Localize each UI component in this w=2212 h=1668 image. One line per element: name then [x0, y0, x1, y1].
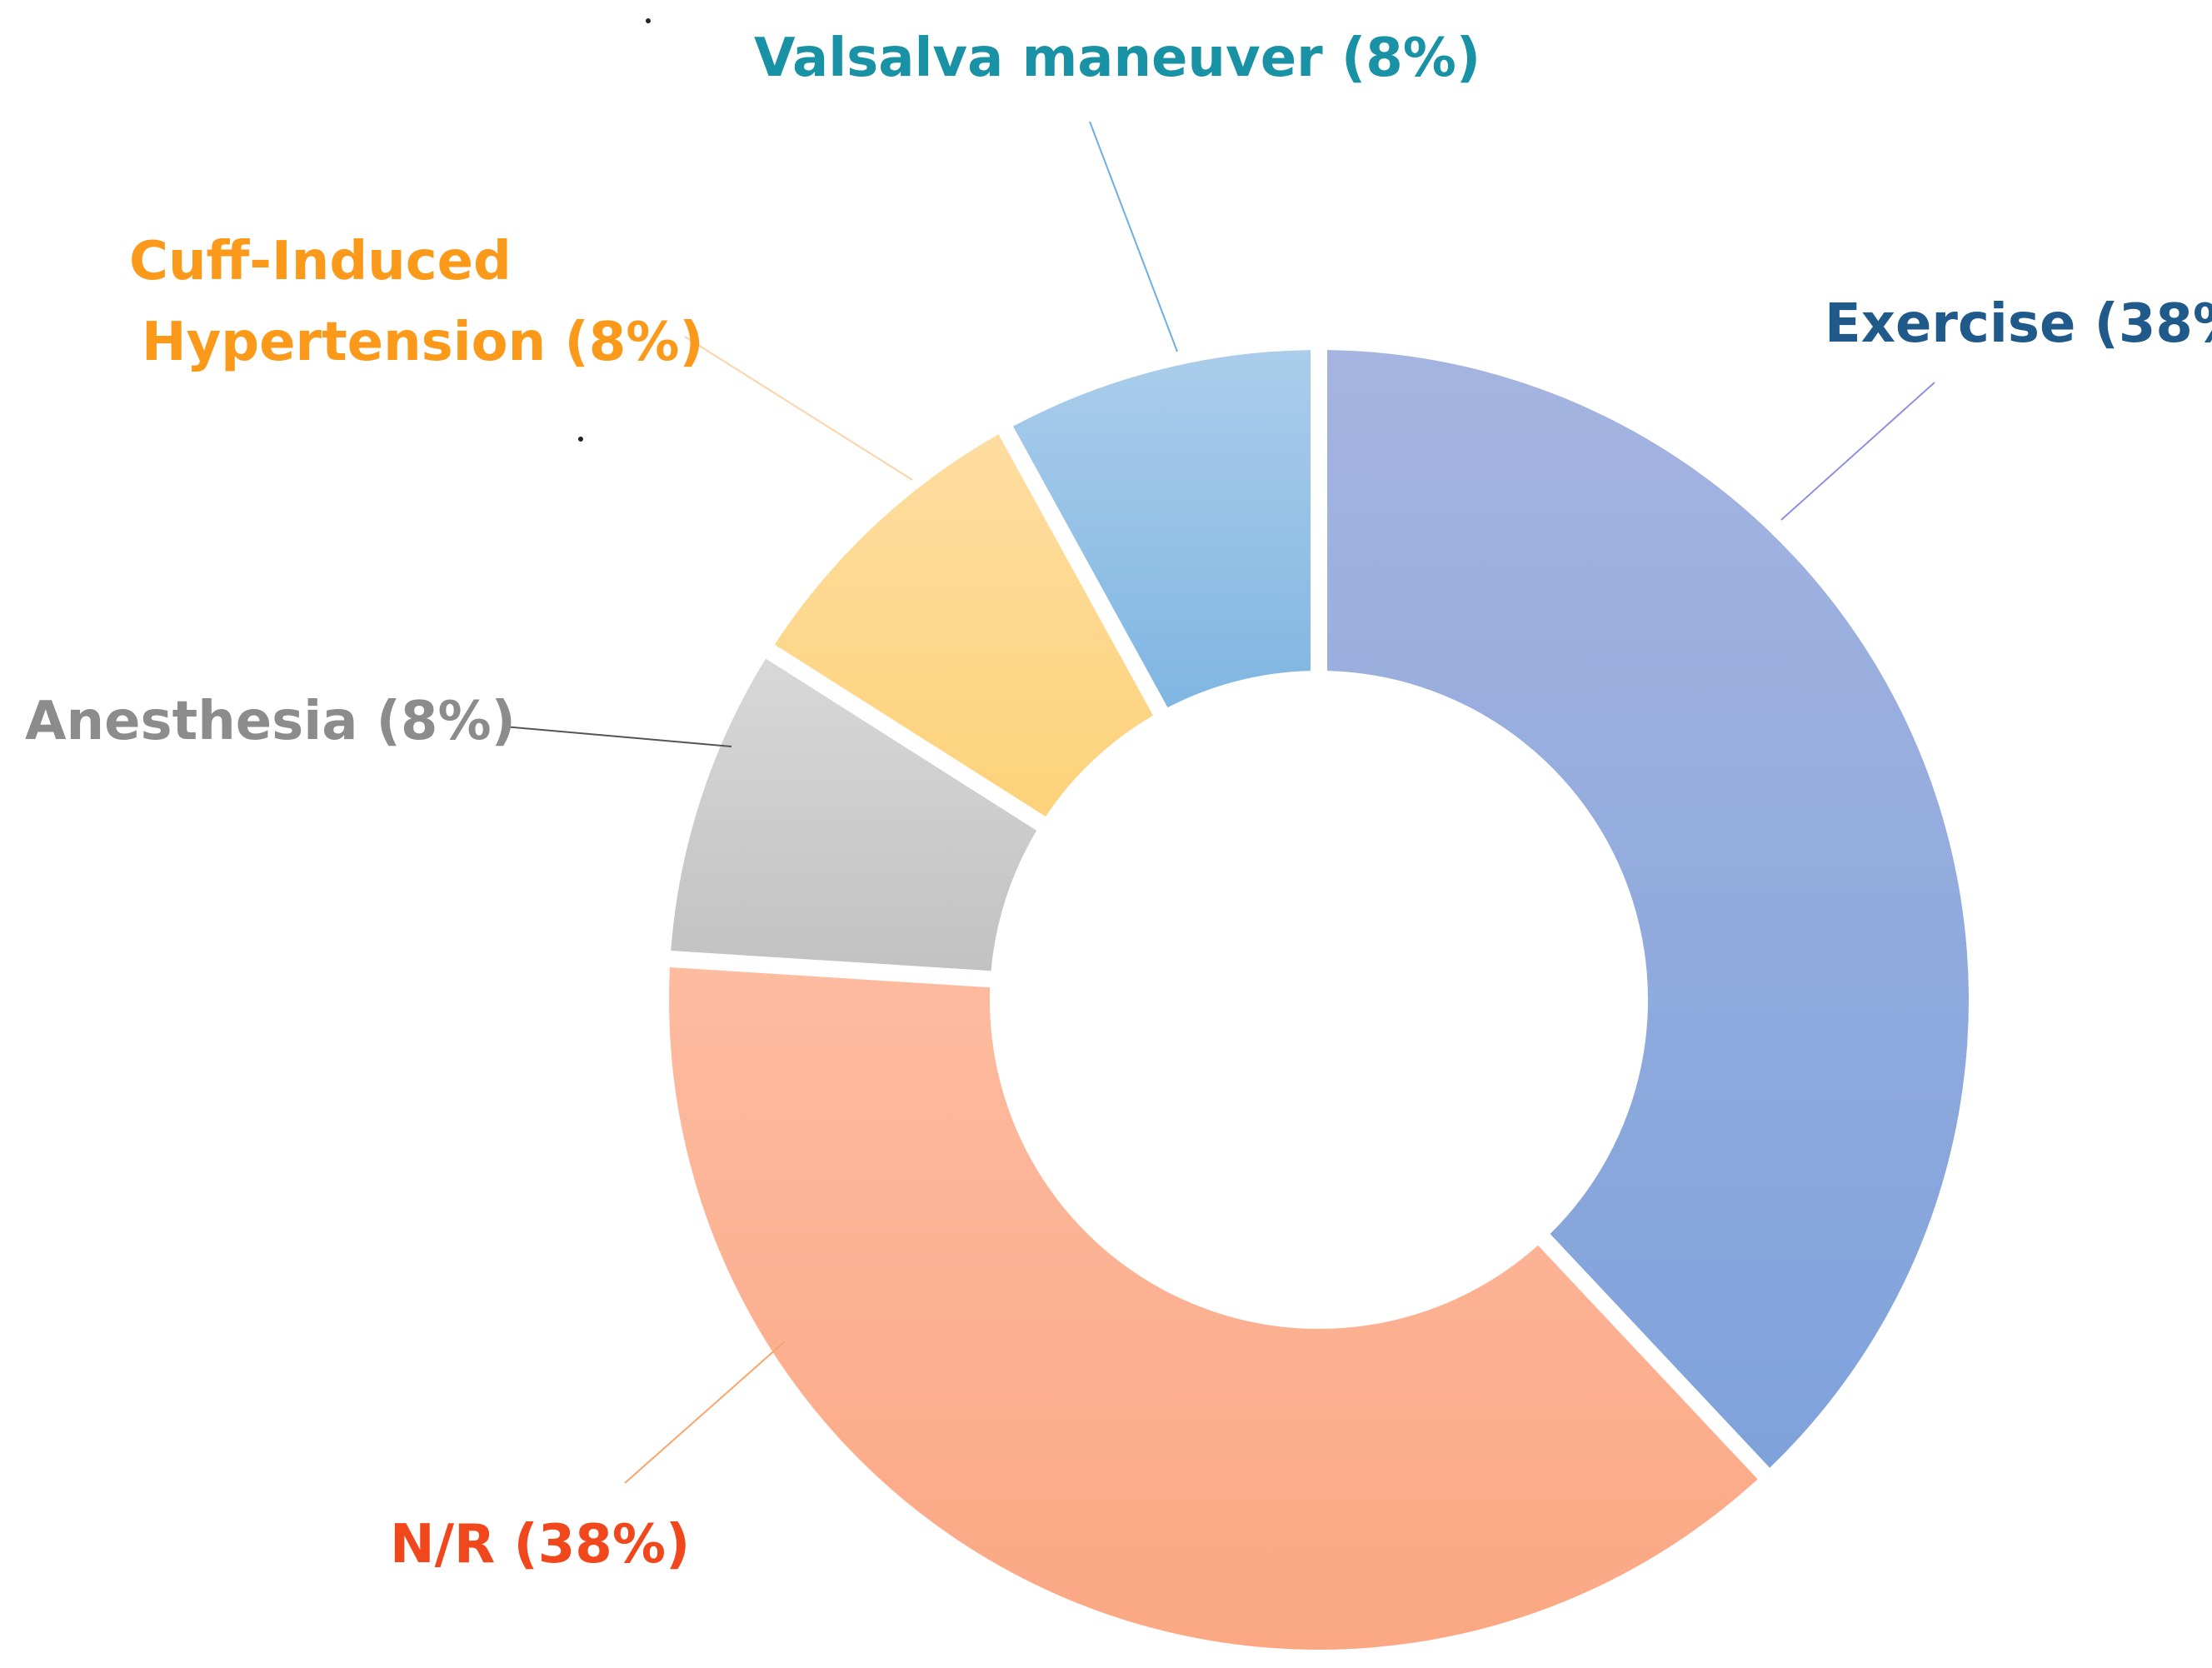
donut-slice-2 [671, 658, 1037, 971]
slice-label-line: Cuff-Induced [129, 231, 512, 292]
donut-slice-0 [1326, 350, 1969, 1468]
leader-line-3 [684, 336, 913, 481]
slice-label-line: Exercise (38%) [1825, 293, 2212, 355]
slice-label-line: N/R (38%) [390, 1514, 690, 1576]
leader-line-2 [503, 726, 732, 747]
slice-label-0: Exercise (38%) [1825, 293, 2212, 355]
leader-line-0 [1780, 382, 1935, 521]
slice-label-line: Anesthesia (8%) [25, 691, 516, 752]
slice-label-3: Cuff-Induced Hypertension (8%) [129, 231, 704, 373]
slice-label-4: Valsalva maneuver (8%) [754, 27, 1480, 89]
leader-line-1 [624, 1341, 786, 1484]
speck [578, 437, 583, 442]
slice-label-1: N/R (38%) [390, 1514, 690, 1576]
donut-slice-4 [1013, 350, 1311, 708]
slice-label-line: Hypertension (8%) [142, 312, 704, 373]
leader-line-4 [1089, 121, 1178, 352]
slice-label-line: Valsalva maneuver (8%) [754, 27, 1480, 89]
speck [646, 18, 651, 23]
donut-slice-3 [774, 434, 1154, 817]
slice-label-2: Anesthesia (8%) [25, 691, 516, 752]
donut-slice-1 [669, 967, 1758, 1650]
